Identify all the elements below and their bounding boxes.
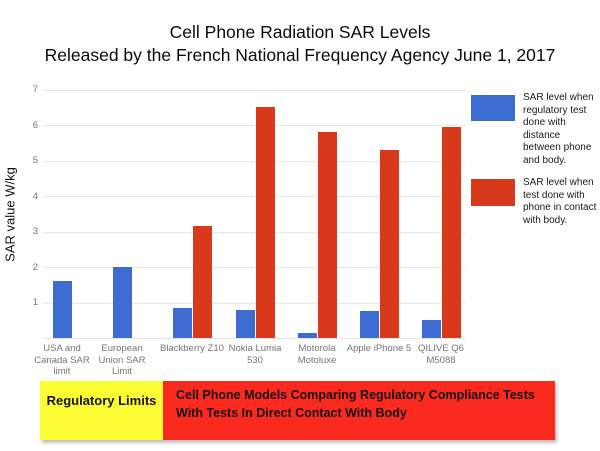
page-title: Cell Phone Radiation SAR Levels Released… bbox=[0, 21, 600, 67]
regulatory-limits-label: Regulatory Limits bbox=[46, 393, 157, 408]
y-tick-label: 6 bbox=[32, 119, 38, 131]
y-tick-label: 3 bbox=[32, 226, 38, 237]
x-axis-label: QILIVE Q6 M5088 bbox=[418, 343, 464, 366]
grid-line bbox=[43, 267, 465, 268]
legend-swatch-red bbox=[471, 179, 515, 206]
y-tick-label: 4 bbox=[32, 190, 38, 202]
phone-models-label-line1: Cell Phone Models Comparing Regulatory C… bbox=[176, 388, 535, 402]
bar-sar-blue bbox=[172, 307, 192, 338]
regulatory-limits-box: Regulatory Limits bbox=[40, 381, 163, 440]
page-title-line2: Released by the French National Frequenc… bbox=[44, 45, 556, 65]
bar-sar-blue bbox=[359, 311, 379, 338]
legend-swatch-blue bbox=[471, 95, 515, 121]
y-tick-label: 7 bbox=[32, 84, 38, 95]
grid-line bbox=[43, 338, 465, 339]
grid-line bbox=[43, 89, 465, 91]
bar-red bbox=[192, 226, 212, 338]
grid-line bbox=[43, 231, 465, 233]
x-axis-label: Blackberry Z10 bbox=[160, 343, 224, 354]
x-axis-label: Motorola Motoluxe bbox=[297, 343, 337, 366]
phone-models-label: Cell Phone Models Comparing Regulatory C… bbox=[176, 387, 535, 422]
bar-red bbox=[379, 149, 399, 338]
x-axis-label: USA and Canada SAR limit bbox=[34, 343, 90, 377]
grid-line bbox=[43, 302, 465, 304]
y-tick-label: 2 bbox=[32, 261, 38, 273]
page-title-line1: Cell Phone Radiation SAR Levels bbox=[169, 22, 431, 42]
bar-sar-blue bbox=[421, 320, 441, 338]
bar-red bbox=[441, 126, 461, 338]
x-axis-label: Nokia Lumia 530 bbox=[228, 343, 282, 366]
phone-models-box: Cell Phone Models Comparing Regulatory C… bbox=[163, 381, 555, 440]
y-tick-label: 5 bbox=[32, 155, 38, 166]
bar-sar-blue bbox=[52, 281, 72, 338]
phone-models-label-line2: With Tests In Direct Contact With Body bbox=[176, 405, 407, 420]
bar-red bbox=[255, 107, 275, 338]
bar-sar-blue bbox=[297, 332, 317, 338]
legend-label-blue: SAR level when regulatory test done with… bbox=[523, 92, 594, 166]
bar-sar-blue bbox=[235, 309, 255, 338]
bar-sar-blue bbox=[112, 267, 132, 338]
grid-line bbox=[43, 160, 465, 162]
legend-label-red: SAR level when test done with phone in c… bbox=[523, 177, 597, 226]
x-axis-label: Apple iPhone 5 bbox=[346, 343, 412, 354]
grid-line bbox=[43, 196, 465, 197]
x-axis-label: European Union SAR Limit bbox=[98, 343, 146, 377]
y-tick-label: 1 bbox=[32, 297, 38, 308]
bar-red bbox=[317, 132, 337, 338]
grid-line bbox=[43, 125, 465, 126]
